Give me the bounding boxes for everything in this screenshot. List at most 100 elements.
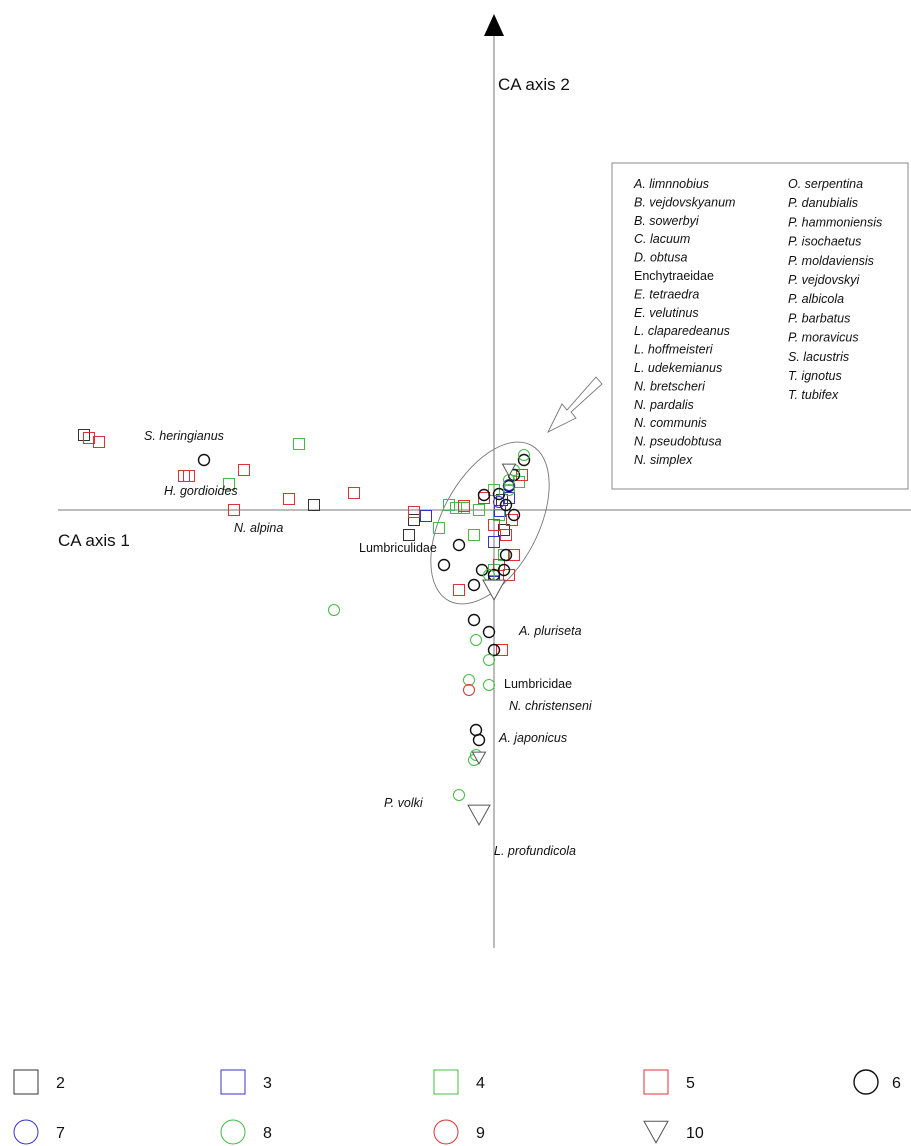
data-point-group-6 — [197, 453, 211, 467]
data-point-group-4 — [443, 499, 455, 511]
data-point-group-8 — [483, 654, 495, 666]
square-icon — [13, 1069, 39, 1095]
data-point-group-9 — [463, 684, 475, 696]
data-point-group-4 — [293, 438, 305, 450]
circle-icon — [853, 1069, 879, 1095]
data-point-group-8 — [470, 634, 482, 646]
data-point-group-5 — [348, 487, 360, 499]
data-point-group-10 — [482, 579, 506, 601]
species-legend: A. limnnobius B. vejdovskyanum B. sowerbyi… — [611, 162, 909, 490]
x-axis-title: CA axis 1 — [58, 531, 130, 550]
legend-entry-9: 9 — [433, 1119, 485, 1145]
species-label: A. pluriseta — [518, 624, 582, 638]
species-legend-box — [611, 162, 909, 490]
species-legend-item: C. lacuum — [634, 232, 690, 246]
data-point-group-6 — [467, 578, 481, 592]
legend-label: 8 — [263, 1125, 272, 1142]
axes: CA axis 1 CA axis 2 — [58, 14, 911, 948]
species-legend-item: P. hammoniensis — [788, 215, 882, 229]
square-icon — [643, 1069, 669, 1095]
species-legend-item: E. tetraedra — [634, 287, 699, 301]
square-icon — [220, 1069, 246, 1095]
species-label: A. japonicus — [498, 731, 567, 745]
legend-label: 9 — [476, 1125, 485, 1142]
legend-label: 6 — [892, 1075, 901, 1092]
data-point-group-5 — [496, 644, 508, 656]
highlight-ellipse-layer — [430, 376, 603, 605]
species-legend-item: S. lacustris — [788, 350, 849, 364]
data-point-group-4 — [493, 509, 505, 521]
data-point-group-6 — [452, 538, 466, 552]
legend-entry-2: 2 — [13, 1069, 65, 1095]
legend-label: 5 — [686, 1075, 695, 1092]
species-legend-item: E. velutinus — [634, 306, 699, 320]
species-legend-item: T. ignotus — [788, 369, 842, 383]
data-point-group-6 — [499, 548, 513, 562]
legend-entry-8: 8 — [220, 1119, 272, 1145]
triangle-icon — [643, 1120, 669, 1144]
species-legend-item: N. communis — [634, 416, 707, 430]
annotations-layer: S. heringianus H. gordioides N. alpina Lumb… — [144, 429, 593, 858]
y-axis-title: CA axis 2 — [498, 75, 570, 94]
legend-label: 7 — [56, 1125, 65, 1142]
data-point-group-8 — [463, 674, 475, 686]
species-legend-item: P. moravicus — [788, 331, 859, 345]
species-legend-item: P. moldaviensis — [788, 254, 874, 268]
data-point-group-5 — [238, 464, 250, 476]
species-legend-item: B. vejdovskyanum — [634, 195, 735, 209]
data-point-group-6 — [467, 613, 481, 627]
data-point-group-8 — [483, 679, 495, 691]
data-point-group-6 — [477, 488, 491, 502]
legend-label: 3 — [263, 1075, 272, 1092]
legend-label: 10 — [686, 1125, 704, 1142]
data-point-group-3 — [420, 510, 432, 522]
points-layer — [78, 429, 531, 826]
species-label: P. volki — [384, 796, 424, 810]
data-point-group-8 — [328, 604, 340, 616]
species-label: S. heringianus — [144, 429, 224, 443]
legend-entry-3: 3 — [220, 1069, 272, 1095]
species-legend-item: N. pseudobtusa — [634, 435, 722, 449]
data-point-group-5 — [453, 584, 465, 596]
species-legend-item: A. limnnobius — [633, 177, 709, 191]
data-point-group-2 — [308, 499, 320, 511]
species-label: H. gordioides — [164, 484, 238, 498]
species-legend-item: P. albicola — [788, 292, 844, 306]
data-point-group-8 — [518, 449, 530, 461]
species-legend-item: B. sowerbyi — [634, 214, 700, 228]
data-point-group-4 — [433, 522, 445, 534]
species-legend-item: P. vejdovskyi — [788, 273, 861, 287]
data-point-group-6 — [507, 508, 521, 522]
species-label: N. alpina — [234, 521, 283, 535]
data-point-group-6 — [499, 498, 513, 512]
data-point-group-3 — [488, 536, 500, 548]
data-point-group-6 — [487, 643, 501, 657]
species-legend-item: P. danubialis — [788, 196, 858, 210]
data-point-group-2 — [403, 529, 415, 541]
data-point-group-5 — [478, 492, 490, 504]
cluster-ellipse — [430, 441, 550, 605]
data-point-group-4 — [450, 502, 462, 514]
circle-icon — [220, 1119, 246, 1145]
data-point-group-5 — [408, 506, 420, 518]
legend-entry-5: 5 — [643, 1069, 695, 1095]
species-legend-item: N. simplex — [634, 453, 693, 467]
species-legend-item: D. obtusa — [634, 251, 688, 265]
legend-label: 2 — [56, 1075, 65, 1092]
legend-entry-7: 7 — [13, 1119, 65, 1145]
data-point-group-6 — [517, 453, 531, 467]
data-point-group-6 — [472, 733, 486, 747]
data-point-group-5 — [488, 519, 500, 531]
data-point-group-2 — [408, 514, 420, 526]
species-legend-item: P. isochaetus — [788, 235, 861, 249]
data-point-group-5 — [228, 504, 240, 516]
data-point-group-5 — [283, 493, 295, 505]
symbol-legend: 2 3 4 5 6 7 8 9 10 — [13, 1069, 901, 1145]
species-legend-item: L. claparedeanus — [634, 324, 730, 338]
data-point-group-5 — [83, 432, 95, 444]
data-point-group-6 — [437, 558, 451, 572]
data-point-group-8 — [453, 789, 465, 801]
species-legend-item: Enchytraeidae — [634, 269, 714, 283]
species-legend-item: L. hoffmeisteri — [634, 343, 714, 357]
species-legend-item: O. serpentina — [788, 177, 863, 191]
